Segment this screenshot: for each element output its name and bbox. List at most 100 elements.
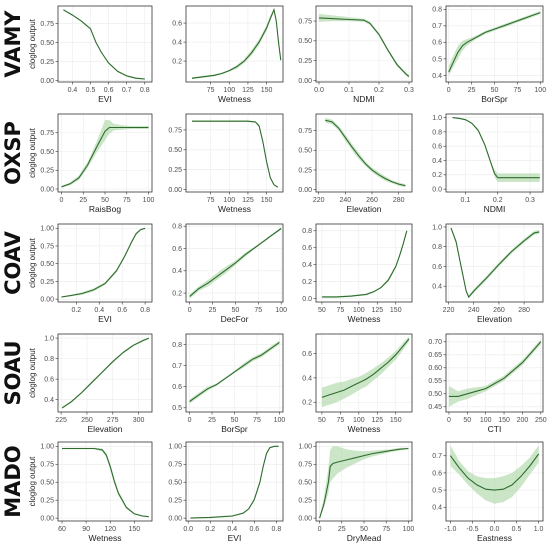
y-tick-label: 0.50 [168, 480, 182, 487]
x-tick-label: 0.8 [272, 526, 282, 533]
y-tick-label: 0.6 [302, 245, 312, 252]
x-tick-label: 100 [223, 197, 235, 204]
y-tick-label: 0.45 [428, 404, 442, 411]
panel-oxsp-wetness: 75 100 125 150 0.00 0.25 0.50 0.75 Wetness [168, 113, 284, 214]
x-tick-label: 75 [207, 87, 215, 94]
x-axis-title: DecFor [221, 314, 249, 324]
species-label-oxsp: OXSP [1, 121, 25, 185]
species-label-mado: MADO [1, 445, 25, 517]
y-tick-label: 1.00 [168, 444, 182, 451]
response-line [321, 338, 410, 398]
x-tick-label: 0.1 [344, 87, 354, 94]
y-tick-label: 0.8 [432, 7, 442, 14]
x-axis-title: Wetness [218, 204, 251, 214]
y-tick-label: 0.8 [302, 228, 312, 235]
y-tick-label: 0.8 [172, 342, 182, 349]
x-tick-label: 50 [231, 417, 239, 424]
x-tick-label: 100 [403, 526, 415, 533]
x-tick-label: 75 [336, 307, 344, 314]
y-tick-label: 0.2 [172, 59, 182, 66]
species-label-vamy: VAMY [1, 10, 25, 78]
x-tick-label: 25 [468, 87, 476, 94]
x-axis-title: Elevation [477, 314, 512, 324]
y-tick-label: 0.8 [432, 244, 442, 251]
panel-coav-wetness: 50 75 100 125 150 0.0 0.2 0.4 0.6 0.8 Wetness [302, 223, 413, 324]
x-tick-label: 0.2 [374, 87, 384, 94]
y-tick-label: 0.25 [40, 168, 54, 175]
panel-vamy-ndmi: 0.0 0.1 0.2 0.3 0.00 0.25 0.50 0.75 NDMI [298, 5, 414, 104]
panel-frame [57, 441, 153, 522]
x-axis-title: CTI [488, 424, 502, 434]
x-tick-label: 150 [128, 526, 140, 533]
x-tick-label: 60 [58, 526, 66, 533]
confidence-band [448, 339, 541, 407]
response-line [190, 445, 279, 519]
confidence-band [321, 336, 409, 408]
x-tick-label: 0.0 [314, 87, 324, 94]
x-tick-label: 0 [60, 197, 64, 204]
x-tick-label: -0.5 [466, 526, 478, 533]
x-axis-title: NDMI [484, 204, 506, 214]
y-tick-label: 0.8 [432, 129, 442, 136]
y-axis-title: cloglog output [28, 456, 37, 507]
y-tick-label: 0.6 [172, 21, 182, 28]
x-tick-label: 275 [107, 417, 119, 424]
y-tick-label: 0.50 [40, 149, 54, 156]
y-tick-label: 0.00 [168, 516, 182, 523]
y-tick-label: 0.4 [432, 73, 442, 80]
species-label-coav: COAV [1, 230, 25, 295]
panel-frame [57, 223, 153, 303]
x-tick-label: 100 [275, 307, 287, 314]
y-tick-label: 0.00 [40, 516, 54, 523]
x-tick-label: 125 [242, 87, 254, 94]
y-tick-label: 0.75 [298, 462, 312, 469]
panel-mado-eastness: -1.0 -0.5 0.0 0.5 1.0 0.4 0.5 0.6 0.7 Eastness [432, 441, 544, 543]
response-line [325, 119, 406, 187]
x-axis-title: RaisBog [89, 204, 121, 214]
y-axis-title: cloglog output [28, 127, 37, 178]
x-tick-label: 0.7 [122, 87, 132, 94]
panel-frame [185, 113, 284, 193]
x-axis-title: DryMead [347, 533, 382, 543]
x-tick-label: 260 [493, 307, 505, 314]
x-axis-title: Elevation [347, 204, 382, 214]
response-line [189, 341, 280, 402]
x-tick-label: 0.6 [104, 87, 114, 94]
y-tick-label: 0.6 [432, 40, 442, 47]
y-tick-label: 0.75 [168, 462, 182, 469]
y-tick-label: 0.8 [44, 356, 54, 363]
x-tick-label: 240 [339, 197, 351, 204]
y-tick-label: 0.25 [40, 59, 54, 66]
panel-frame [57, 5, 153, 83]
x-axis-title: Wetness [218, 94, 251, 104]
x-tick-label: 125 [242, 197, 254, 204]
panel-frame [445, 223, 544, 303]
x-tick-label: 75 [207, 197, 215, 204]
response-line [61, 227, 146, 298]
x-axis-title: Eastness [477, 533, 512, 543]
x-tick-label: 0.2 [205, 526, 215, 533]
x-tick-label: 50 [101, 197, 109, 204]
y-tick-label: 1.0 [44, 336, 54, 343]
x-tick-label: 260 [366, 197, 378, 204]
y-tick-label: 0.75 [298, 18, 312, 25]
x-tick-label: 0.2 [71, 307, 81, 314]
x-axis-title: EVI [98, 94, 112, 104]
x-tick-label: 0.6 [249, 526, 259, 533]
x-tick-label: 280 [393, 197, 405, 204]
panel-frame [315, 5, 413, 83]
x-tick-label: 250 [81, 417, 93, 424]
panel-frame [185, 223, 284, 303]
y-tick-label: 0.75 [40, 130, 54, 137]
y-tick-label: 0.00 [298, 187, 312, 194]
x-tick-label: 25 [208, 417, 216, 424]
panel-frame [57, 333, 153, 413]
x-tick-label: 150 [390, 307, 402, 314]
panel-frame [445, 113, 544, 193]
panel-vamy-wetness: 75 100 125 150 0.2 0.4 0.6 Wetness [172, 5, 284, 104]
x-tick-label: 100 [353, 307, 365, 314]
panel-soau-borspr: 0 25 50 75 100 0.5 0.6 0.7 0.8 BorSpr [172, 333, 285, 434]
x-tick-label: 0.8 [140, 87, 150, 94]
y-tick-label: 0.00 [298, 516, 312, 523]
